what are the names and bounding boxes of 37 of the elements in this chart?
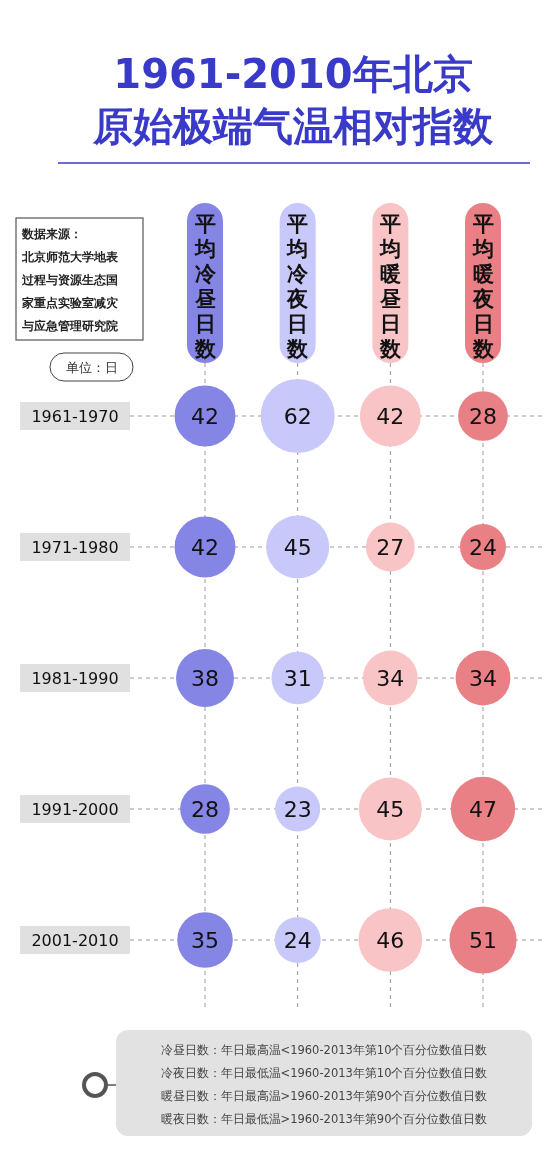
- chart-subtitle: 原始极端气温相对指数: [92, 103, 494, 149]
- data-label: 42: [191, 535, 219, 560]
- data-label: 34: [469, 666, 497, 691]
- data-label: 28: [469, 404, 497, 429]
- data-label: 35: [191, 928, 219, 953]
- text: 暖夜日数：年日最低温>1960-2013年第90个百分位数值日数: [160, 1112, 488, 1126]
- chart-title: 1961-2010年北京: [113, 51, 473, 97]
- text: 暖昼日数：年日最高温>1960-2013年第90个百分位数值日数: [160, 1089, 488, 1103]
- text: 单位：日: [65, 360, 118, 375]
- data-label: 45: [283, 535, 312, 560]
- data-label: 34: [376, 666, 405, 691]
- data-label: 47: [469, 797, 497, 822]
- text: 冷夜日数：年日最低温<1960-2013年第10个百分位数值日数: [160, 1066, 488, 1080]
- data-label: 24: [469, 535, 497, 560]
- x-tick-label: 平均暖昼日数: [378, 212, 402, 361]
- data-label: 31: [283, 666, 312, 691]
- data-label: 23: [283, 797, 312, 822]
- x-tick-label: 平均暖夜日数: [471, 212, 495, 361]
- y-tick-label: 1991-2000: [31, 800, 119, 819]
- source-note: 数据来源：北京师范大学地表过程与资源生态国家重点实验室减灾与应急管理研究院: [21, 227, 119, 333]
- y-tick-label: 1971-1980: [31, 538, 119, 557]
- data-label: 27: [376, 535, 405, 560]
- data-label: 45: [376, 797, 405, 822]
- data-label: 46: [376, 928, 405, 953]
- data-label: 42: [191, 404, 219, 429]
- data-label: 24: [283, 928, 312, 953]
- text: 冷昼日数：年日最高温<1960-2013年第10个百分位数值日数: [160, 1043, 488, 1057]
- data-label: 62: [283, 404, 312, 429]
- data-label: 51: [469, 928, 497, 953]
- x-tick-label: 平均冷昼日数: [193, 212, 217, 361]
- y-tick-label: 1981-1990: [31, 669, 119, 688]
- x-tick-label: 平均冷夜日数: [286, 212, 310, 361]
- data-label: 42: [376, 404, 405, 429]
- y-tick-label: 1961-1970: [31, 407, 119, 426]
- data-label: 38: [191, 666, 219, 691]
- data-label: 28: [191, 797, 219, 822]
- y-tick-label: 2001-2010: [31, 931, 119, 950]
